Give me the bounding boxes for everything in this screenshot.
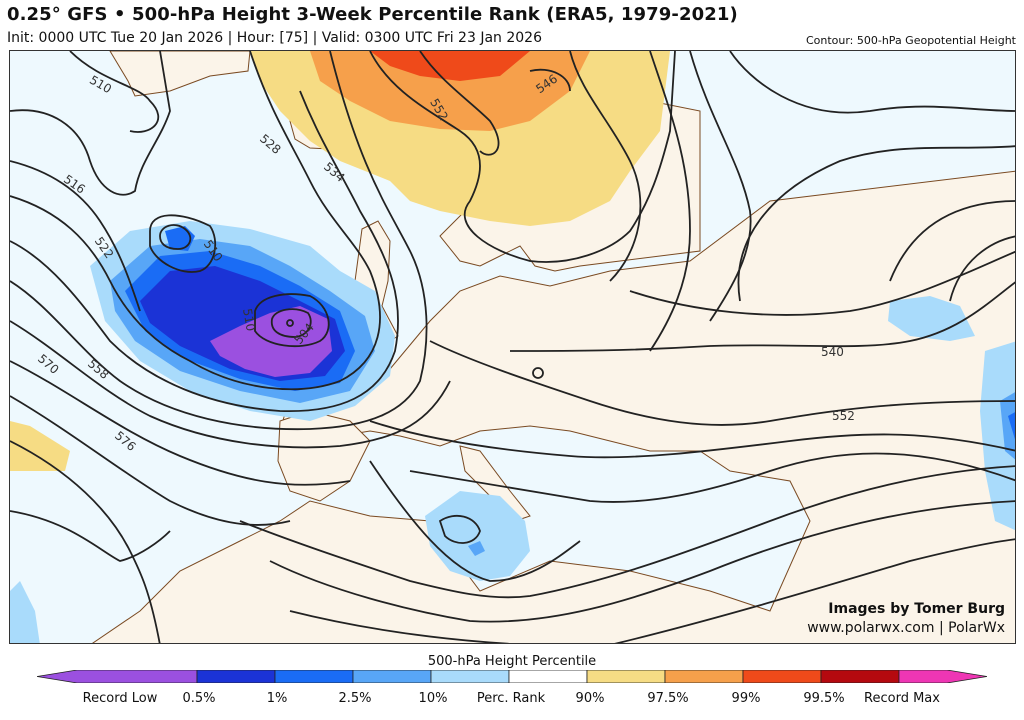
colorbar-record-max: [898, 670, 987, 683]
colorbar-label: 99.5%: [803, 691, 845, 706]
contour-label: 528: [257, 131, 284, 156]
contour-label: 510: [87, 73, 114, 97]
chart-title: 0.25° GFS • 500-hPa Height 3-Week Percen…: [7, 4, 738, 25]
colorbar-neutral: [508, 670, 588, 683]
colorbar-1pct: [274, 670, 354, 683]
colorbar-label: Perc. Rank: [476, 691, 546, 706]
colorbar-label: 2.5%: [338, 691, 372, 706]
colorbar-labels: Record Low 0.5% 1% 2.5% 10% Perc. Rank 9…: [0, 691, 1024, 711]
colorbar-title: 500-hPa Height Percentile: [427, 654, 597, 669]
colorbar-label: 97.5%: [647, 691, 689, 706]
colorbar-2.5pct: [352, 670, 432, 683]
chart-subtitle: Init: 0000 UTC Tue 20 Jan 2026 | Hour: […: [7, 30, 542, 46]
colorbar-10pct: [430, 670, 510, 683]
colorbar-90pct: [586, 670, 666, 683]
colorbar-97.5pct: [664, 670, 744, 683]
contour-label: 510: [240, 307, 258, 332]
contour-label: 540: [821, 345, 844, 359]
land-masses: [92, 51, 1015, 643]
colorbar-label: 90%: [575, 691, 605, 706]
contour-note: Contour: 500-hPa Geopotential Height: [805, 34, 1016, 47]
colorbar-99pct: [742, 670, 822, 683]
colorbar: [37, 670, 987, 683]
percentile-shading: [10, 51, 1015, 643]
colorbar-99.5pct: [820, 670, 900, 683]
map-panel: 510 516 522 528 534 510 510 504 570 558 …: [9, 50, 1016, 644]
colorbar-label: 10%: [418, 691, 448, 706]
map-canvas: 510 516 522 528 534 510 510 504 570 558 …: [10, 51, 1015, 643]
colorbar-label: Record Max: [864, 691, 940, 706]
contour-label: 570: [35, 351, 62, 376]
contour-label: 552: [832, 409, 855, 423]
contour-label: 576: [112, 428, 139, 453]
colorbar-label: 99%: [731, 691, 761, 706]
colorbar-record-low: [37, 670, 198, 683]
colorbar-label: Record Low: [82, 691, 158, 706]
colorbar-label: 1%: [266, 691, 288, 706]
colorbar-0.5pct: [196, 670, 276, 683]
colorbar-label: 0.5%: [182, 691, 216, 706]
height-contours: [10, 51, 1015, 643]
credit-author: Images by Tomer Burg: [828, 601, 1005, 617]
credit-website: www.polarwx.com | PolarWx: [807, 620, 1005, 636]
